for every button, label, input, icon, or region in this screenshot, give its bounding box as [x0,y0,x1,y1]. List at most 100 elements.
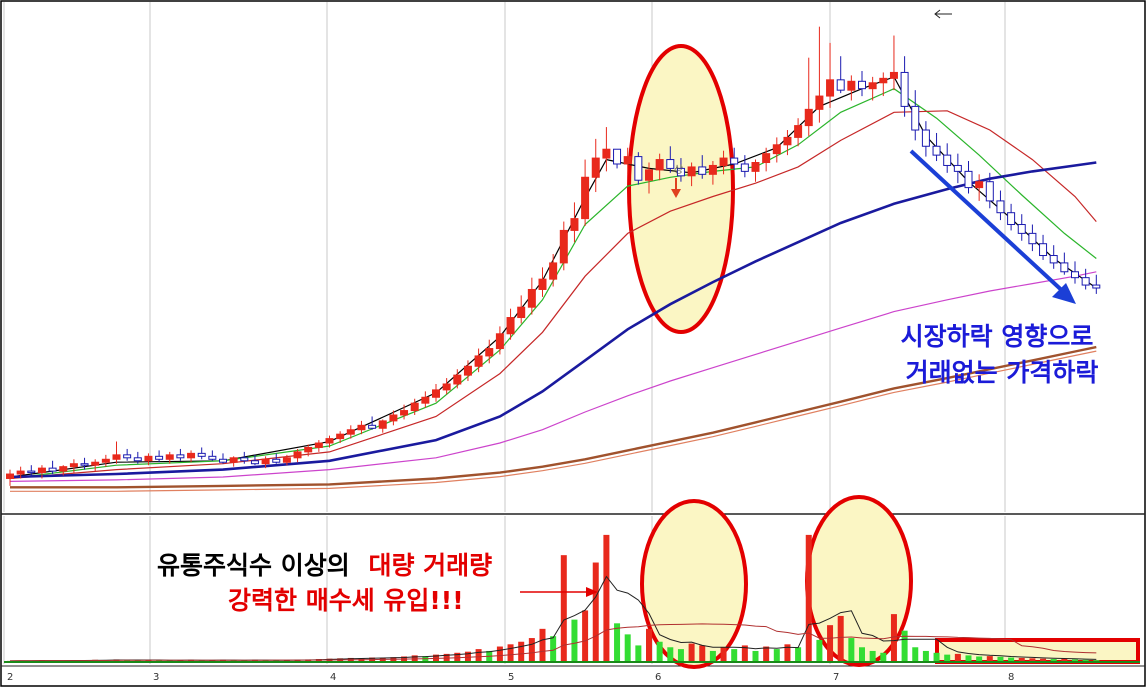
volume-bar-60 [646,628,652,662]
volume-bar-95 [1018,657,1025,662]
candle-body-96 [1028,232,1037,245]
volume-bar-88 [944,654,951,662]
candle-body-53 [570,218,579,231]
volume-bar-70 [752,650,759,662]
volume-bar-91 [976,656,983,662]
volume-bar-75 [805,534,812,662]
volume-bar-50 [539,628,546,662]
volume-bar-96 [1029,658,1036,662]
volume-bar-44 [475,649,482,662]
candle-body-59 [634,156,643,181]
ma-line-5 [10,345,1097,489]
candle-body-1 [16,470,25,475]
volume-highlight-ellipse-1 [640,499,748,669]
candle-body-74 [794,125,803,138]
candle-body-51 [549,262,558,280]
candle-body-38 [410,402,419,412]
volume-bar-56 [603,534,610,662]
x-tick-label-0: 2 [7,672,13,683]
volume-bar-28 [305,659,312,662]
candle-body-80 [858,80,866,90]
candle-body-35 [378,420,387,429]
candle-body-36 [389,414,398,422]
volume-bar-69 [741,645,748,662]
candle-body-56 [602,148,611,159]
volume-bar-47 [507,644,514,662]
candle-body-84 [900,71,909,107]
volume-bar-100 [1072,659,1078,662]
candle-body-64 [687,166,696,177]
volume-bar-93 [997,656,1004,662]
volume-bar-35 [379,657,386,662]
volume-bar-76 [816,639,823,662]
candle-body-16 [176,454,185,459]
volume-bar-80 [859,647,865,662]
candle-body-22 [240,457,249,462]
candle-body-26 [282,457,291,463]
candle-body-19 [208,455,217,460]
candle-body-11 [123,454,132,459]
candle-body-99 [1060,262,1069,273]
candle-body-52 [559,229,568,264]
candle-body-28 [304,446,313,453]
x-tick-label-6: 8 [1008,672,1014,683]
candle-body-30 [325,438,334,444]
x-tick-label-2: 4 [330,672,336,683]
candle-body-90 [964,170,973,189]
volume-bar-71 [763,646,770,662]
volume-bar-62 [667,647,674,662]
candle-body-72 [772,144,781,155]
candle-body-44 [474,355,483,367]
x-tick-label-3: 5 [508,672,514,683]
volume-bar-27 [294,659,301,662]
candle-body-68 [730,157,739,165]
candle-body-83 [889,71,898,79]
ma-line-3 [9,161,1097,479]
candle-body-57 [613,148,622,165]
candle-body-60 [645,169,653,181]
volume-note-arrow-head [586,587,598,597]
volume-ma-long [9,623,1097,662]
volume-bar-59 [635,645,642,662]
candle-body-27 [293,451,302,459]
x-tick-label-5: 7 [833,672,839,683]
candle-body-50 [538,278,547,290]
volume-bar-84 [901,630,908,662]
volume-bar-87 [933,652,940,662]
volume-bar-74 [795,647,802,662]
candle-body-45 [485,348,494,357]
candle-body-58 [623,156,632,165]
peak-marker-arrow [934,9,941,19]
volume-note-line1: 유통주식수 이상의 대량 거래량 [157,551,492,580]
volume-bar-54 [582,610,589,662]
downtrend-arrow-line [909,149,1070,298]
candle-body-82 [879,77,888,84]
candle-body-95 [1017,224,1026,234]
ma-line-5b [10,350,1097,492]
volume-bar-99 [1061,658,1068,662]
candle-body-46 [495,333,504,350]
candle-body-12 [133,457,142,462]
candle-layer [6,26,1101,486]
volume-bar-73 [784,644,791,662]
candle-body-71 [762,153,771,164]
candle-body-93 [996,200,1005,214]
volume-bar-86 [922,650,929,662]
right-note-line1: 시장하락 영향으로 [901,322,1094,351]
candle-body-75 [804,108,813,127]
volume-bar-64 [688,643,695,662]
volume-bar-20 [220,659,226,662]
candle-body-20 [219,458,227,463]
volume-bar-81 [869,650,876,662]
volume-bar-78 [837,615,844,662]
candle-body-40 [432,389,440,398]
candle-body-73 [783,136,792,146]
candle-body-76 [815,95,824,110]
candle-body-47 [506,317,515,335]
volume-bar-83 [890,614,897,662]
candle-body-39 [421,396,430,404]
candle-body-89 [953,164,962,172]
volume-bar-49 [528,638,535,662]
